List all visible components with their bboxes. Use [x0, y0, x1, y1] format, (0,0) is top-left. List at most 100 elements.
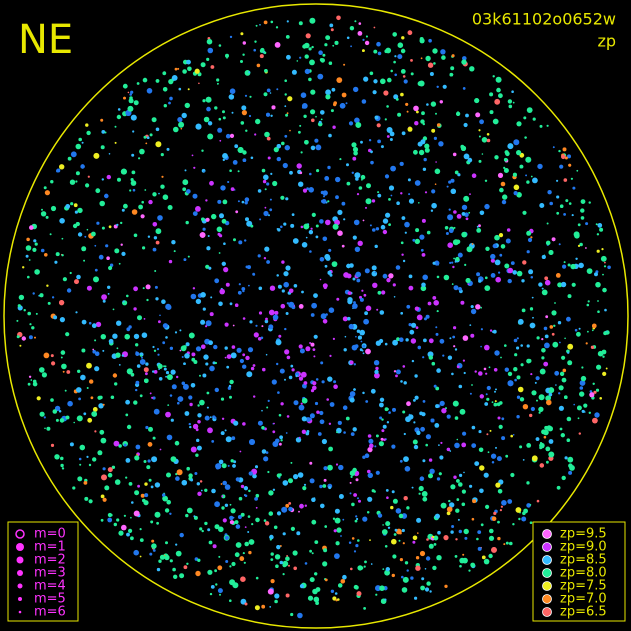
star	[328, 61, 333, 65]
star	[371, 265, 377, 271]
star	[514, 353, 518, 357]
star	[451, 372, 454, 376]
star	[292, 550, 298, 556]
star	[134, 455, 140, 461]
star	[199, 232, 206, 238]
star	[312, 381, 317, 386]
star	[179, 329, 182, 332]
star	[362, 352, 365, 355]
star	[308, 77, 312, 82]
star	[354, 172, 361, 179]
star	[544, 425, 548, 430]
star	[403, 79, 408, 84]
star	[379, 416, 382, 420]
star	[214, 501, 221, 508]
star	[330, 28, 334, 32]
star	[262, 179, 267, 184]
star	[229, 503, 232, 506]
star	[436, 477, 441, 481]
star	[245, 129, 248, 132]
star	[240, 60, 243, 63]
star	[309, 413, 315, 419]
star	[489, 92, 494, 97]
star	[457, 518, 460, 521]
star	[168, 259, 173, 264]
star	[114, 248, 120, 254]
star	[304, 54, 309, 59]
star	[496, 402, 501, 407]
star	[446, 506, 453, 513]
zp-label: zp=9.0	[560, 540, 607, 555]
star	[400, 192, 403, 195]
star	[600, 255, 607, 262]
star	[300, 151, 303, 154]
star	[302, 44, 307, 49]
star	[385, 489, 389, 492]
star	[279, 435, 283, 440]
star	[242, 317, 246, 320]
star	[286, 54, 291, 60]
star	[324, 43, 328, 47]
star	[455, 538, 458, 541]
star	[102, 299, 106, 303]
star	[462, 87, 466, 90]
star	[205, 199, 208, 202]
star	[259, 54, 264, 59]
star	[115, 352, 121, 358]
star	[412, 535, 418, 541]
star	[589, 392, 595, 398]
star	[283, 281, 290, 288]
star	[147, 235, 151, 238]
star	[241, 200, 245, 204]
star	[374, 372, 380, 379]
star	[135, 351, 140, 356]
star	[222, 158, 225, 162]
star	[478, 371, 483, 376]
star	[454, 416, 459, 420]
star	[496, 87, 501, 93]
star	[489, 528, 494, 534]
star	[266, 112, 270, 117]
star	[356, 517, 359, 521]
star	[456, 498, 460, 501]
star	[407, 30, 413, 36]
star	[384, 118, 387, 121]
star	[52, 296, 55, 299]
star	[196, 482, 200, 486]
star	[293, 284, 298, 288]
star	[459, 564, 462, 568]
star	[205, 217, 210, 222]
star	[277, 391, 280, 394]
star	[362, 49, 365, 52]
star	[479, 394, 484, 399]
star	[299, 348, 305, 354]
star	[118, 262, 121, 265]
star	[174, 67, 178, 71]
star	[367, 511, 370, 514]
star	[420, 57, 423, 60]
star	[376, 308, 379, 311]
star	[235, 477, 240, 482]
star	[78, 397, 81, 401]
star	[207, 569, 213, 575]
star	[479, 119, 484, 125]
star	[386, 278, 391, 283]
star	[186, 189, 191, 194]
star	[470, 562, 476, 568]
star	[265, 317, 268, 321]
star	[557, 321, 562, 325]
star	[352, 146, 359, 153]
star	[488, 535, 495, 541]
star	[125, 476, 128, 479]
star	[480, 345, 482, 348]
star	[367, 434, 372, 438]
star	[288, 564, 290, 567]
star	[296, 531, 301, 536]
star	[73, 421, 75, 424]
star	[75, 311, 78, 314]
star	[159, 554, 165, 560]
star	[389, 138, 393, 141]
star	[531, 390, 537, 396]
star	[566, 416, 572, 422]
star	[209, 416, 212, 419]
